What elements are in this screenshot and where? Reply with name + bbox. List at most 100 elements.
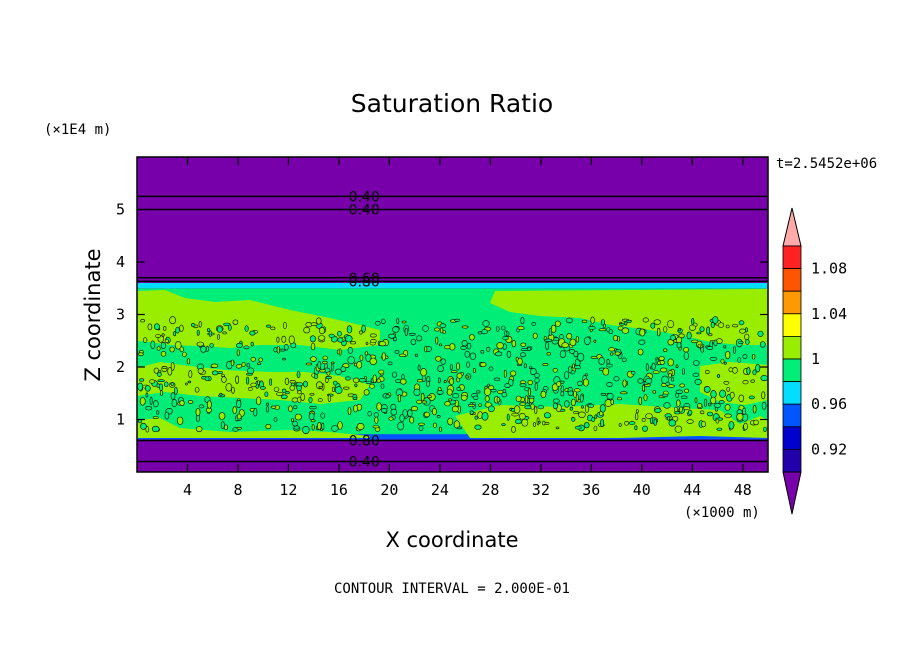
texture-cell <box>407 409 413 418</box>
texture-cell <box>748 395 755 400</box>
texture-cell <box>258 357 263 363</box>
texture-cell <box>481 329 488 335</box>
texture-cell <box>147 323 153 331</box>
texture-cell <box>634 425 638 431</box>
texture-cell <box>297 396 302 403</box>
texture-cell <box>738 341 744 344</box>
texture-cell <box>510 408 515 412</box>
texture-cell <box>567 366 573 374</box>
texture-cell <box>523 363 527 369</box>
texture-cell <box>231 386 235 394</box>
texture-cell <box>257 362 262 366</box>
texture-cell <box>164 381 169 388</box>
texture-cell <box>399 414 405 422</box>
texture-cell <box>179 324 184 332</box>
x-tick-label: 40 <box>633 481 651 499</box>
texture-cell <box>736 412 744 421</box>
texture-cell <box>610 399 614 405</box>
texture-cell <box>540 390 547 399</box>
texture-cell <box>566 317 573 324</box>
texture-cell <box>684 388 689 394</box>
texture-cell <box>694 397 698 404</box>
texture-cell <box>437 377 441 384</box>
texture-cell <box>674 425 683 433</box>
texture-cell <box>635 409 639 414</box>
texture-cell <box>569 406 574 411</box>
texture-cell <box>175 326 180 334</box>
texture-cell <box>534 406 538 415</box>
texture-cell <box>409 416 415 424</box>
texture-cell <box>723 380 730 385</box>
texture-cell <box>625 319 632 323</box>
texture-cell <box>196 329 200 336</box>
texture-cell <box>469 410 474 415</box>
texture-cell <box>142 337 148 344</box>
x-tick-label: 20 <box>380 481 398 499</box>
texture-cell <box>288 335 295 345</box>
colorbar-bottom-arrow <box>782 471 802 515</box>
texture-cell <box>706 411 714 417</box>
texture-cell <box>486 346 491 352</box>
texture-cell <box>635 412 639 421</box>
texture-cell <box>466 361 471 368</box>
y-tick-label: 5 <box>116 201 125 219</box>
texture-cell <box>157 379 165 383</box>
texture-cell <box>534 372 540 379</box>
texture-cell <box>184 382 188 386</box>
texture-cell <box>139 397 146 406</box>
texture-cell <box>170 392 176 400</box>
texture-cell <box>247 367 255 375</box>
texture-cell <box>378 341 387 347</box>
texture-cell <box>725 324 730 329</box>
texture-cell <box>602 367 610 376</box>
texture-cell <box>319 327 325 335</box>
texture-cell <box>217 334 220 340</box>
texture-cell <box>587 403 595 408</box>
texture-cell <box>235 375 239 384</box>
texture-cell <box>652 390 657 394</box>
texture-cell <box>388 416 394 421</box>
texture-cell <box>365 353 372 363</box>
colorbar-label: 0.92 <box>811 440 847 458</box>
texture-cell <box>145 392 149 398</box>
texture-cell <box>663 348 668 352</box>
texture-cell <box>484 395 490 402</box>
texture-cell <box>300 393 306 401</box>
texture-cell <box>397 421 405 431</box>
texture-cell <box>755 364 761 373</box>
texture-cell <box>309 406 317 410</box>
texture-cell <box>542 362 549 366</box>
texture-cell <box>204 376 210 382</box>
texture-cell <box>289 380 296 384</box>
texture-cell <box>345 335 353 343</box>
texture-cell <box>358 378 367 383</box>
texture-cell <box>302 425 310 434</box>
texture-cell <box>356 422 365 430</box>
texture-cell <box>318 385 323 389</box>
texture-cell <box>750 379 755 383</box>
texture-cell <box>600 319 606 326</box>
texture-cell <box>613 376 620 382</box>
texture-cell <box>460 345 467 350</box>
texture-cell <box>519 380 526 385</box>
texture-cell <box>276 392 284 396</box>
texture-cell <box>352 397 358 401</box>
texture-cell <box>638 339 646 345</box>
texture-cell <box>435 355 442 362</box>
texture-cell <box>621 357 627 362</box>
contour-interval-label: CONTOUR INTERVAL = 2.000E-01 <box>334 581 570 597</box>
texture-cell <box>527 379 533 386</box>
texture-cell <box>390 408 397 416</box>
texture-cell <box>657 360 661 365</box>
texture-cell <box>216 326 223 333</box>
texture-cell <box>235 342 243 348</box>
texture-cell <box>249 407 255 412</box>
texture-cell <box>493 377 501 381</box>
texture-cell <box>676 342 682 349</box>
texture-cell <box>515 418 522 425</box>
texture-cell <box>156 346 161 351</box>
texture-cell <box>654 408 662 413</box>
texture-cell <box>678 333 685 339</box>
texture-cell <box>308 412 315 421</box>
texture-cell <box>720 358 725 364</box>
